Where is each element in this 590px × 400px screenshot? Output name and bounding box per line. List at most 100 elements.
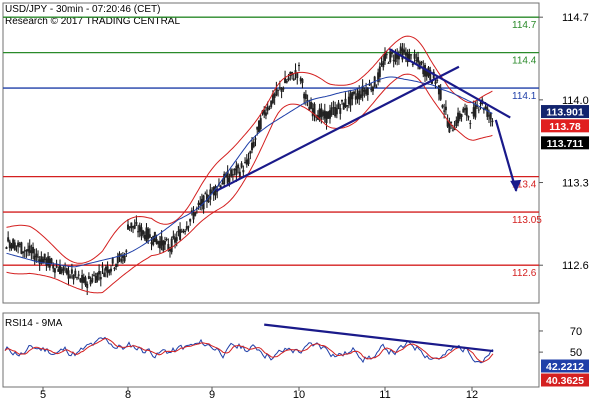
candle-body (33, 255, 36, 261)
trendline-1 (388, 48, 511, 119)
candle-body (477, 109, 480, 111)
candle-body (145, 227, 148, 242)
candle-body (335, 108, 338, 115)
price-tick-label: 114.7 (562, 12, 589, 24)
rsi-line (4, 336, 494, 364)
candle-body (77, 274, 80, 276)
candle-body (214, 186, 217, 196)
candle-body (299, 77, 302, 82)
candle-body (396, 53, 399, 59)
candle-body (223, 173, 226, 185)
candle-body (113, 267, 116, 269)
candle-body (436, 79, 439, 81)
candle-body (353, 91, 356, 94)
candle-body (341, 99, 343, 102)
candle-body (420, 61, 423, 64)
candle-body (270, 100, 273, 108)
candle-body (13, 242, 16, 251)
candle-body (296, 72, 299, 79)
candle-body (89, 279, 92, 285)
candle-body (444, 106, 447, 111)
candle-body (430, 81, 433, 84)
candle-body (387, 62, 390, 64)
candle-body (86, 283, 89, 289)
candle-body (104, 266, 107, 271)
price-badge (541, 105, 589, 119)
candle-body (143, 235, 146, 240)
candle-body (377, 72, 380, 82)
candle-body (325, 111, 328, 124)
candle-body (245, 159, 248, 165)
candle-body (184, 230, 187, 232)
candle-body (375, 86, 378, 88)
candle-body (462, 108, 465, 113)
candle-body (443, 110, 446, 112)
candle-body (256, 126, 259, 130)
candle-body (429, 69, 432, 80)
candle-body (130, 222, 133, 229)
candle-body (467, 116, 470, 118)
candle-body (60, 269, 63, 273)
candle-body (471, 112, 473, 114)
candle-body (228, 177, 231, 183)
candle-body (327, 111, 330, 119)
candle-body (5, 247, 8, 249)
price-tick-label: 114.0 (562, 95, 589, 107)
price-badges: 113.901 113.78 113.711 (541, 105, 589, 150)
candle-body (74, 270, 77, 276)
candle-body (170, 238, 173, 253)
date-tick-label: 8 (125, 389, 131, 400)
candle-body (275, 88, 278, 96)
candle-body (197, 202, 200, 206)
trendline-0 (215, 65, 460, 192)
candle-body (127, 224, 129, 230)
candle-body (282, 87, 285, 90)
candle-body (123, 255, 126, 262)
candle-body (93, 274, 95, 276)
candlesticks (5, 42, 494, 296)
candle-body (180, 231, 183, 233)
candle-body (55, 266, 58, 268)
candle-body (231, 174, 234, 176)
candle-body (20, 242, 23, 254)
candle-body (354, 96, 357, 100)
rsi-trendline (264, 323, 494, 353)
rsi-badge-label: 40.3625 (546, 375, 584, 387)
chart-copyright: Research © 2017 TRADING CENTRAL (5, 16, 180, 27)
candle-body (403, 49, 406, 54)
candle-body (252, 141, 255, 148)
candle-body (257, 120, 260, 133)
candle-body (76, 277, 78, 279)
candle-body (84, 277, 87, 286)
rsi-title: RSI14 - 9MA (5, 318, 63, 329)
candle-body (311, 108, 314, 117)
rsi-tick-label: 50 (570, 347, 582, 359)
candle-body (50, 258, 53, 264)
candle-body (211, 191, 213, 193)
price-badge-label: 113.901 (546, 107, 584, 119)
candle-body (304, 94, 307, 99)
candle-body (318, 108, 321, 121)
candle-body (446, 120, 449, 127)
candle-body (397, 54, 400, 60)
candle-body (115, 264, 118, 268)
candle-body (244, 162, 247, 164)
rsi-lines (4, 323, 494, 364)
candle-body (294, 70, 297, 74)
candle-body (390, 52, 393, 54)
candle-body (52, 265, 55, 269)
candle-body (18, 243, 21, 245)
candle-body (380, 63, 383, 66)
level-label-5: 112.6 (512, 268, 537, 279)
candle-body (69, 276, 72, 278)
price-tick-label: 113.3 (562, 178, 589, 190)
candle-body (339, 108, 342, 114)
candle-body (135, 221, 138, 225)
candle-body (247, 158, 250, 164)
candle-body (48, 258, 51, 268)
candle-body (259, 118, 262, 130)
candle-body (120, 258, 123, 262)
candle-body (472, 107, 475, 117)
candle-body (284, 77, 287, 84)
